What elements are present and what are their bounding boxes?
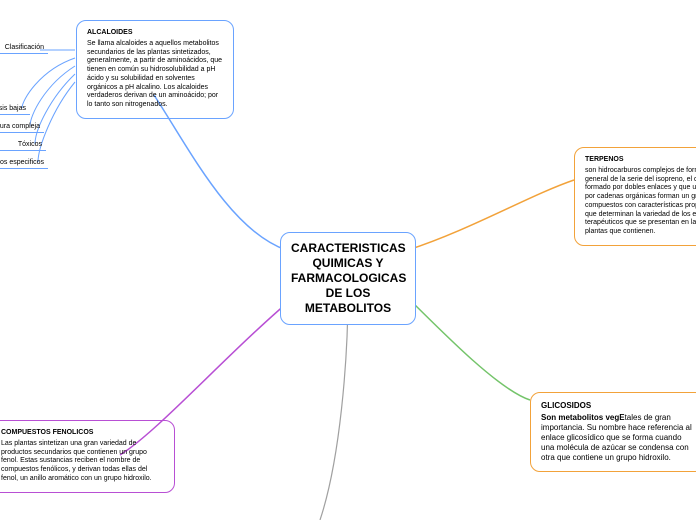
- mini-label: Tóxicos: [18, 141, 42, 148]
- glicosidos-text: Son metabolitos vegEtales de gran import…: [541, 413, 692, 462]
- mini-label: a dosis bajas: [0, 105, 26, 112]
- fenolicos-title: COMPUESTOS FENOLICOS: [1, 429, 164, 438]
- mini-estructura[interactable]: ctura compleja: [0, 123, 44, 133]
- center-node[interactable]: CARACTERISTICAS QUIMICAS Y FARMACOLOGICA…: [280, 232, 416, 325]
- alcaloides-title: ALCALOIDES: [87, 29, 223, 38]
- glicosidos-node[interactable]: GLICOSIDOS Son metabolitos vegEtales de …: [530, 392, 696, 472]
- mini-clasificacion[interactable]: Clasificación: [0, 44, 48, 54]
- alcaloides-text: Se llama alcaloides a aquellos metabolit…: [87, 40, 222, 108]
- center-title: CARACTERISTICAS QUIMICAS Y FARMACOLOGICA…: [291, 241, 406, 315]
- glicosidos-title: GLICOSIDOS: [541, 401, 694, 411]
- fenolicos-node[interactable]: COMPUESTOS FENOLICOS Las plantas sinteti…: [0, 420, 175, 493]
- fenolicos-text: Las plantas sintetizan una gran variedad…: [1, 440, 152, 482]
- mini-label: ctura compleja: [0, 123, 40, 130]
- mini-toxicos[interactable]: Tóxicos: [0, 141, 46, 151]
- terpenos-node[interactable]: TERPENOS son hidrocarburos complejos de …: [574, 147, 696, 246]
- alcaloides-node[interactable]: ALCALOIDES Se llama alcaloides a aquello…: [76, 20, 234, 119]
- mini-dosis-bajas[interactable]: a dosis bajas: [0, 105, 30, 115]
- terpenos-text: son hidrocarburos complejos de forma gen…: [585, 167, 696, 235]
- terpenos-title: TERPENOS: [585, 156, 696, 165]
- mini-label: vos especificos: [0, 159, 44, 166]
- mini-especificos[interactable]: vos especificos: [0, 159, 48, 169]
- mini-label: Clasificación: [5, 44, 44, 51]
